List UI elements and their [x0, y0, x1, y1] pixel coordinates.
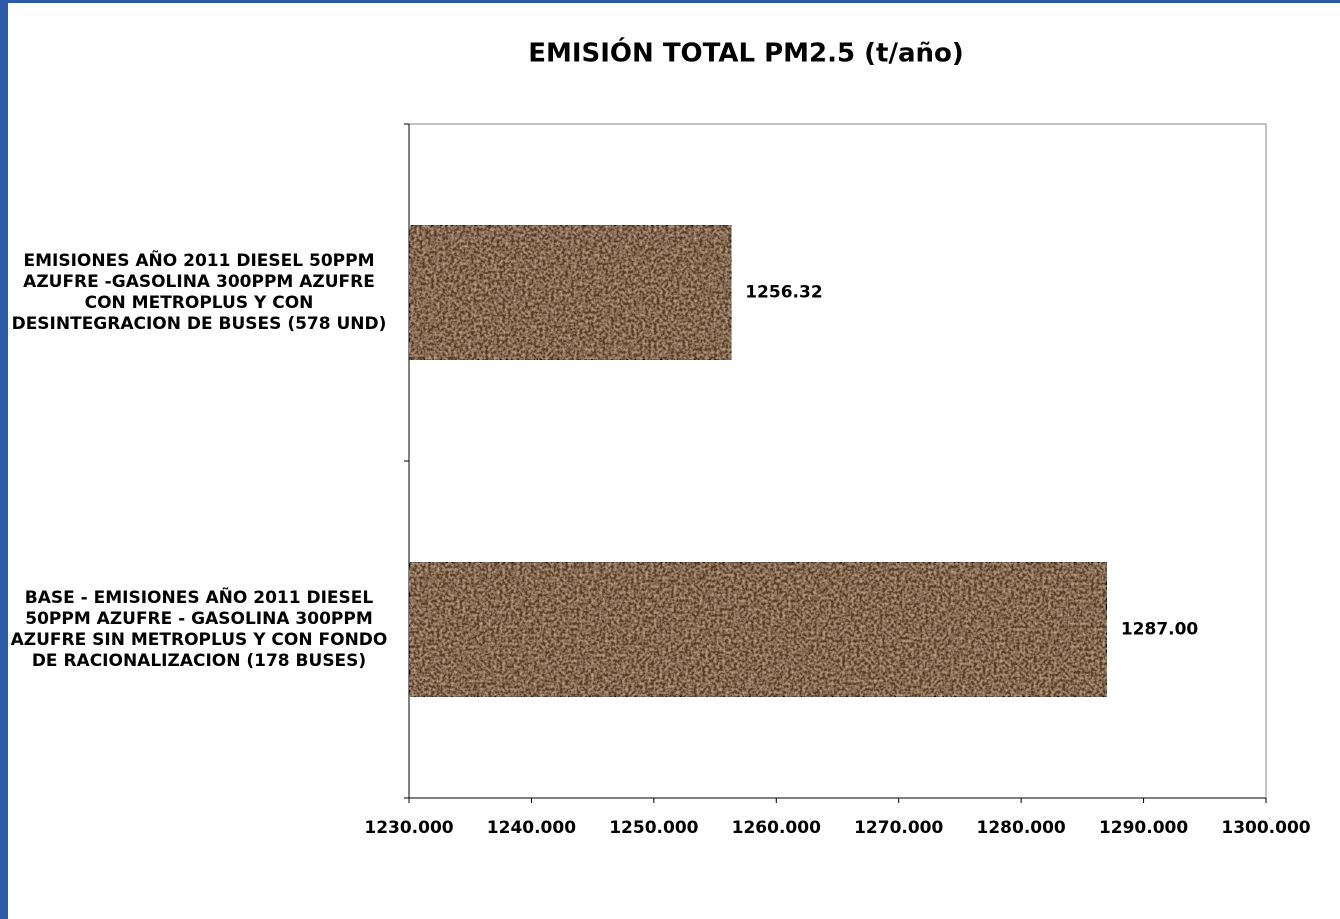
- chart-title: EMISIÓN TOTAL PM2.5 (t/año): [528, 37, 964, 69]
- x-tick-label: 1280.000: [977, 818, 1066, 838]
- category-label: EMISIONES AÑO 2011 DIESEL 50PPM AZUFRE -…: [11, 250, 387, 334]
- slide: [8, 3, 1340, 919]
- value-label: 1287.00: [1121, 620, 1199, 640]
- x-tick-label: 1300.000: [1221, 818, 1310, 838]
- x-tick-label: 1260.000: [732, 818, 821, 838]
- bar: [408, 561, 1108, 698]
- x-tick-label: 1240.000: [487, 818, 576, 838]
- x-tick-label: 1290.000: [1099, 818, 1188, 838]
- x-tick-label: 1250.000: [609, 818, 698, 838]
- category-label: BASE - EMISIONES AÑO 2011 DIESEL 50PPM A…: [10, 587, 388, 671]
- value-label: 1256.32: [745, 283, 822, 303]
- bar: [408, 224, 732, 361]
- x-tick-label: 1270.000: [854, 818, 943, 838]
- x-tick-label: 1230.000: [364, 818, 453, 838]
